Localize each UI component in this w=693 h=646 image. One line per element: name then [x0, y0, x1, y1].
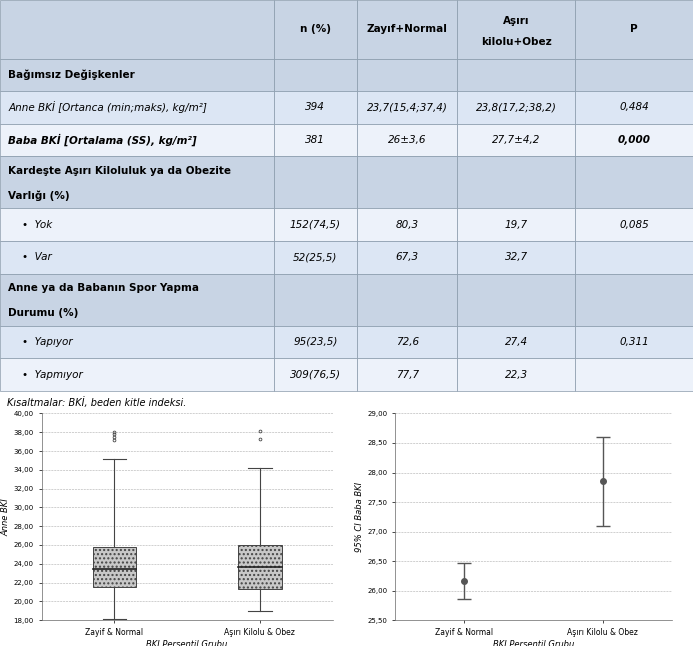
Text: 0,311: 0,311 [620, 337, 649, 347]
Text: 0,484: 0,484 [620, 103, 649, 112]
Bar [274, 326, 357, 359]
Text: Kardeşte Aşırı Kiloluluk ya da Obezite: Kardeşte Aşırı Kiloluluk ya da Obezite [8, 166, 231, 176]
Bar [274, 91, 357, 124]
Text: 381: 381 [306, 135, 325, 145]
Bar [357, 124, 457, 156]
Text: 72,6: 72,6 [396, 337, 419, 347]
Bar [0, 241, 274, 274]
Bar [274, 241, 357, 274]
Bar [0, 274, 274, 326]
Bar [274, 274, 357, 326]
Text: 23,8(17,2;38,2): 23,8(17,2;38,2) [476, 103, 556, 112]
Text: Kısaltmalar: BKİ, beden kitle indeksi.: Kısaltmalar: BKİ, beden kitle indeksi. [7, 397, 186, 408]
Text: 26±3,6: 26±3,6 [388, 135, 426, 145]
Text: kilolu+Obez: kilolu+Obez [481, 37, 552, 47]
Text: P: P [630, 25, 638, 34]
Bar [0, 326, 274, 359]
Bar [0, 91, 274, 124]
Text: Durumu (%): Durumu (%) [8, 307, 79, 318]
Bar [575, 0, 693, 59]
Bar [575, 156, 693, 209]
Text: 0,085: 0,085 [620, 220, 649, 230]
Bar [0, 156, 274, 209]
Text: •  Var: • Var [22, 253, 52, 262]
Bar [92, 547, 136, 587]
Text: Varlığı (%): Varlığı (%) [8, 190, 70, 201]
Text: 80,3: 80,3 [396, 220, 419, 230]
Bar [457, 241, 575, 274]
Text: 77,7: 77,7 [396, 370, 419, 380]
Bar [575, 209, 693, 241]
Bar [357, 359, 457, 391]
Text: 394: 394 [306, 103, 325, 112]
Bar [575, 326, 693, 359]
Bar [575, 241, 693, 274]
Text: 27,4: 27,4 [505, 337, 528, 347]
Bar [575, 359, 693, 391]
X-axis label: BKI Persentil Grubu: BKI Persentil Grubu [146, 640, 228, 646]
Bar [0, 209, 274, 241]
Text: Bağımsız Değişkenler: Bağımsız Değişkenler [8, 70, 135, 80]
Bar [274, 0, 357, 59]
Bar [357, 209, 457, 241]
Bar [457, 209, 575, 241]
Bar [457, 156, 575, 209]
Text: 0,000: 0,000 [617, 135, 651, 145]
Text: 152(74,5): 152(74,5) [290, 220, 341, 230]
Bar [457, 124, 575, 156]
Bar [575, 91, 693, 124]
Bar [274, 156, 357, 209]
Text: 52(25,5): 52(25,5) [293, 253, 337, 262]
Bar [457, 0, 575, 59]
Text: •  Yapmıyor: • Yapmıyor [22, 370, 83, 380]
Bar [0, 59, 274, 91]
Bar [457, 274, 575, 326]
Y-axis label: Anne BKI: Anne BKI [2, 498, 11, 536]
Bar [457, 359, 575, 391]
Text: 23,7(15,4;37,4): 23,7(15,4;37,4) [367, 103, 448, 112]
Text: 27,7±4,2: 27,7±4,2 [492, 135, 541, 145]
Text: Anne BKİ [Ortanca (min;maks), kg/m²]: Anne BKİ [Ortanca (min;maks), kg/m²] [8, 101, 207, 114]
Bar [357, 0, 457, 59]
Bar [274, 124, 357, 156]
Text: 22,3: 22,3 [505, 370, 528, 380]
Bar [0, 124, 274, 156]
Text: Aşırı: Aşırı [503, 16, 529, 26]
Bar [575, 124, 693, 156]
Bar [357, 274, 457, 326]
Bar [274, 59, 357, 91]
Text: 67,3: 67,3 [396, 253, 419, 262]
Bar [357, 59, 457, 91]
Text: Zayıf+Normal: Zayıf+Normal [367, 25, 448, 34]
Bar [357, 91, 457, 124]
Bar [274, 359, 357, 391]
Text: Anne ya da Babanın Spor Yapma: Anne ya da Babanın Spor Yapma [8, 283, 200, 293]
Text: 95(23,5): 95(23,5) [293, 337, 337, 347]
Bar [357, 156, 457, 209]
Bar [0, 359, 274, 391]
Bar [357, 326, 457, 359]
Bar [0, 0, 274, 59]
Text: 309(76,5): 309(76,5) [290, 370, 341, 380]
Bar [457, 59, 575, 91]
Bar [457, 326, 575, 359]
Text: 32,7: 32,7 [505, 253, 528, 262]
Bar [575, 59, 693, 91]
X-axis label: BKI Persentil Grubu: BKI Persentil Grubu [493, 640, 574, 646]
Y-axis label: 95% CI Baba BKI: 95% CI Baba BKI [356, 482, 365, 552]
Text: n (%): n (%) [300, 25, 331, 34]
Text: Baba BKİ [Ortalama (SS), kg/m²]: Baba BKİ [Ortalama (SS), kg/m²] [8, 134, 197, 146]
Text: •  Yok: • Yok [22, 220, 53, 230]
Bar [357, 241, 457, 274]
Bar [238, 545, 281, 589]
Bar [457, 91, 575, 124]
Text: •  Yapıyor: • Yapıyor [22, 337, 73, 347]
Bar [575, 274, 693, 326]
Bar [274, 209, 357, 241]
Text: 19,7: 19,7 [505, 220, 528, 230]
